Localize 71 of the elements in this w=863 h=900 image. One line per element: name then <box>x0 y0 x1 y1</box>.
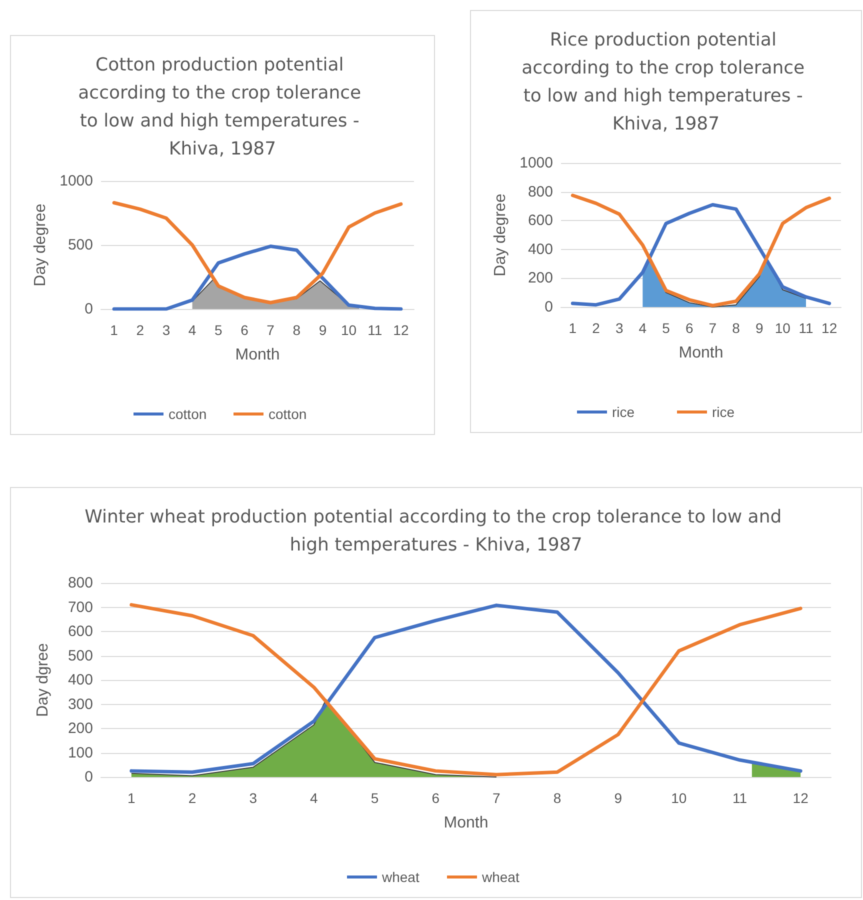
x-tick-label: 7 <box>266 322 275 338</box>
y-tick-label: 800 <box>68 574 93 592</box>
x-tick-label: 2 <box>592 320 600 336</box>
y-tick-label: 100 <box>68 744 93 762</box>
x-tick-label: 4 <box>638 320 647 336</box>
line-series <box>112 244 403 311</box>
y-tick-label: 500 <box>68 647 93 664</box>
x-tick-label: 10 <box>774 320 791 336</box>
y-tick-label: 0 <box>84 768 93 786</box>
y-tick-label: 300 <box>68 696 93 713</box>
x-tick-label: 7 <box>492 790 501 806</box>
x-tick-label: 9 <box>318 322 327 338</box>
y-tick-label: 0 <box>84 300 93 318</box>
x-axis-title: Month <box>235 346 280 364</box>
x-tick-label: 1 <box>128 790 136 806</box>
legend-label: cotton <box>268 406 307 422</box>
x-tick-label: 5 <box>662 320 670 336</box>
y-axis-title: Day dgree <box>34 642 52 717</box>
y-tick-label: 0 <box>544 298 553 316</box>
x-tick-label: 11 <box>368 322 382 338</box>
x-tick-label: 8 <box>553 790 562 806</box>
legend-label: rice <box>612 404 635 420</box>
x-tick-label: 2 <box>136 322 144 338</box>
x-tick-label: 10 <box>341 322 357 338</box>
legend-label: rice <box>712 404 735 420</box>
x-tick-label: 9 <box>755 320 764 336</box>
x-tick-label: 5 <box>370 790 379 806</box>
x-tick-label: 10 <box>671 790 687 806</box>
x-tick-label: 12 <box>822 320 838 336</box>
chart-title: Winter wheat production potential according to the crop tolerance to low and high temperatures - Khiva, 1987 <box>84 506 788 556</box>
x-tick-label: 7 <box>708 320 717 336</box>
y-axis-title: Day degree <box>492 194 510 276</box>
legend-label: wheat <box>481 869 520 885</box>
y-tick-label: 400 <box>528 240 553 258</box>
x-tick-label: 8 <box>732 320 740 336</box>
x-tick-label: 1 <box>568 320 577 336</box>
y-tick-label: 700 <box>68 598 93 616</box>
legend-label: cotton <box>168 406 207 422</box>
x-tick-label: 11 <box>798 320 814 336</box>
x-tick-label: 12 <box>792 790 809 806</box>
y-tick-label: 200 <box>68 720 93 737</box>
chart-title: Cotton production potential according to the crop tolerance to low and high temperatures - Khiva, 1987 <box>78 54 367 160</box>
y-tick-label: 1000 <box>520 154 553 172</box>
x-tick-label: 3 <box>162 322 170 338</box>
x-tick-label: 1 <box>110 322 118 338</box>
x-tick-label: 9 <box>614 790 622 806</box>
x-tick-label: 11 <box>732 790 748 806</box>
x-tick-label: 4 <box>310 790 318 806</box>
x-tick-label: 2 <box>188 790 196 806</box>
x-tick-label: 5 <box>214 322 222 338</box>
x-tick-label: 6 <box>240 322 249 338</box>
y-tick-label: 200 <box>528 270 553 287</box>
y-tick-label: 500 <box>68 236 93 254</box>
y-axis-title: Day degree <box>32 204 50 286</box>
x-tick-label: 6 <box>432 790 440 806</box>
y-tick-label: 800 <box>528 183 553 200</box>
x-tick-label: 3 <box>249 790 258 806</box>
line-series <box>112 201 403 304</box>
x-tick-label: 4 <box>188 322 196 338</box>
x-tick-label: 12 <box>393 322 409 338</box>
y-tick-label: 600 <box>528 212 553 230</box>
legend-label: wheat <box>381 869 420 885</box>
x-tick-label: 6 <box>685 320 694 336</box>
x-tick-label: 3 <box>615 320 624 336</box>
chart-title: Rice production potential according to the crop tolerance to low and high temperatures - Khiva, 1987 <box>522 30 810 134</box>
y-tick-label: 600 <box>68 623 93 640</box>
x-tick-label: 8 <box>292 322 301 338</box>
y-tick-label: 1000 <box>60 172 93 190</box>
x-axis-title: Month <box>678 344 724 362</box>
y-tick-label: 400 <box>68 672 93 688</box>
x-axis-title: Month <box>444 814 488 832</box>
